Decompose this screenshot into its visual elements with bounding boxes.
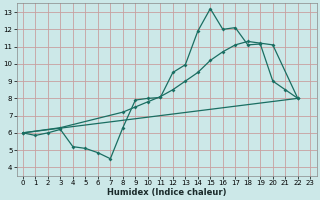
X-axis label: Humidex (Indice chaleur): Humidex (Indice chaleur) <box>107 188 226 197</box>
